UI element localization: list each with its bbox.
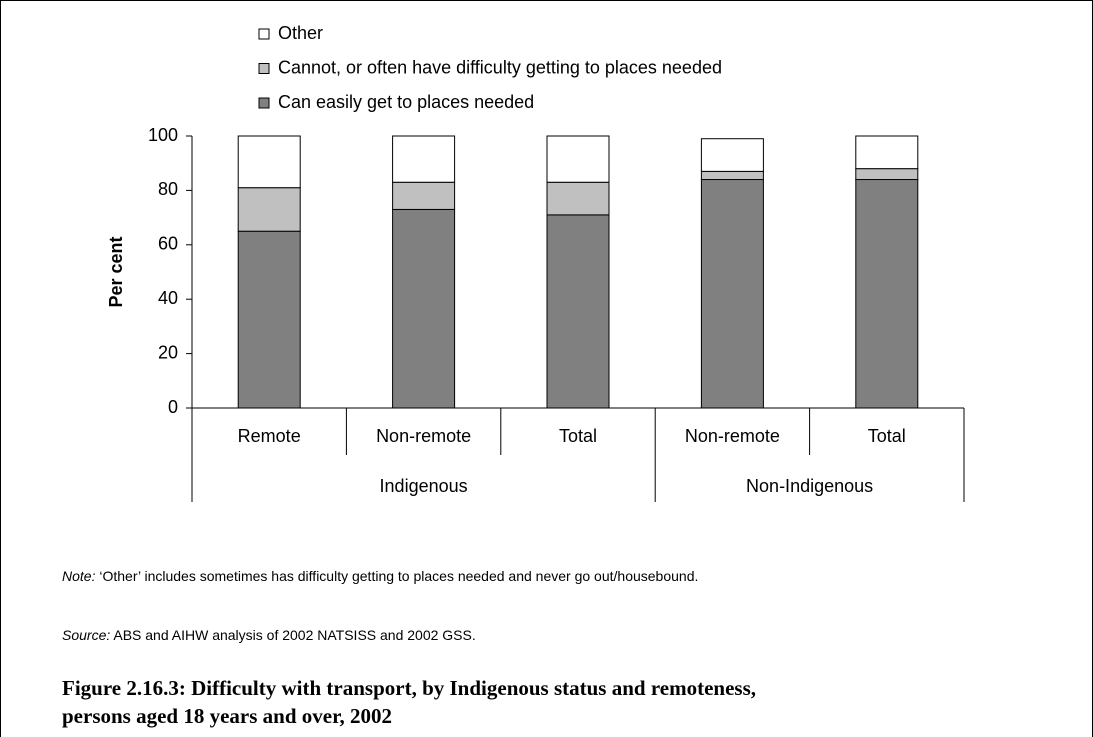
- y-tick-label: 0: [168, 397, 178, 417]
- x-tick-label: Total: [559, 426, 597, 446]
- legend-swatch: [258, 28, 270, 40]
- source: Source: ABS and AIHW analysis of 2002 NA…: [62, 627, 476, 643]
- legend-label: Other: [278, 23, 323, 43]
- x-tick-label: Total: [868, 426, 906, 446]
- legend-swatch: [258, 97, 270, 109]
- source-text: ABS and AIHW analysis of 2002 NATSISS an…: [110, 627, 476, 643]
- y-tick-label: 80: [158, 179, 178, 199]
- bar-segment: [546, 135, 610, 183]
- source-label: Source:: [62, 627, 110, 643]
- bar-segment: [700, 170, 764, 181]
- y-tick-label: 60: [158, 234, 178, 254]
- x-tick-label: Non-remote: [376, 426, 471, 446]
- group-label: Non-Indigenous: [746, 476, 873, 496]
- bar-segment: [700, 138, 764, 172]
- note-label: Note:: [62, 568, 96, 584]
- bar-segment: [392, 135, 456, 183]
- group-label: Indigenous: [380, 476, 468, 496]
- x-tick-label: Non-remote: [685, 426, 780, 446]
- bar-segment: [855, 135, 919, 170]
- legend-label: Can easily get to places needed: [278, 92, 534, 112]
- legend-swatch: [258, 63, 270, 74]
- note-text: ‘Other’ includes sometimes has difficult…: [95, 568, 698, 584]
- x-tick-label: Remote: [238, 426, 301, 446]
- bar-segment: [700, 179, 764, 409]
- y-tick-label: 100: [148, 125, 178, 145]
- legend-label: Cannot, or often have difficulty getting…: [278, 57, 722, 77]
- bar-segment: [546, 181, 610, 216]
- caption: persons aged 18 years and over, 2002: [62, 704, 392, 728]
- y-tick-label: 20: [158, 342, 178, 362]
- bar-segment: [237, 187, 301, 232]
- bar-segment: [855, 168, 919, 181]
- bar-segment: [237, 135, 301, 189]
- y-tick-label: 40: [158, 288, 178, 308]
- bar-segment: [546, 214, 610, 409]
- bar-segment: [392, 208, 456, 409]
- caption: Figure 2.16.3: Difficulty with transport…: [62, 676, 756, 700]
- bar-segment: [237, 230, 301, 409]
- y-axis-label: Per cent: [106, 236, 126, 307]
- bar-segment: [392, 181, 456, 210]
- note: Note: ‘Other’ includes sometimes has dif…: [62, 568, 698, 584]
- bar-segment: [855, 179, 919, 409]
